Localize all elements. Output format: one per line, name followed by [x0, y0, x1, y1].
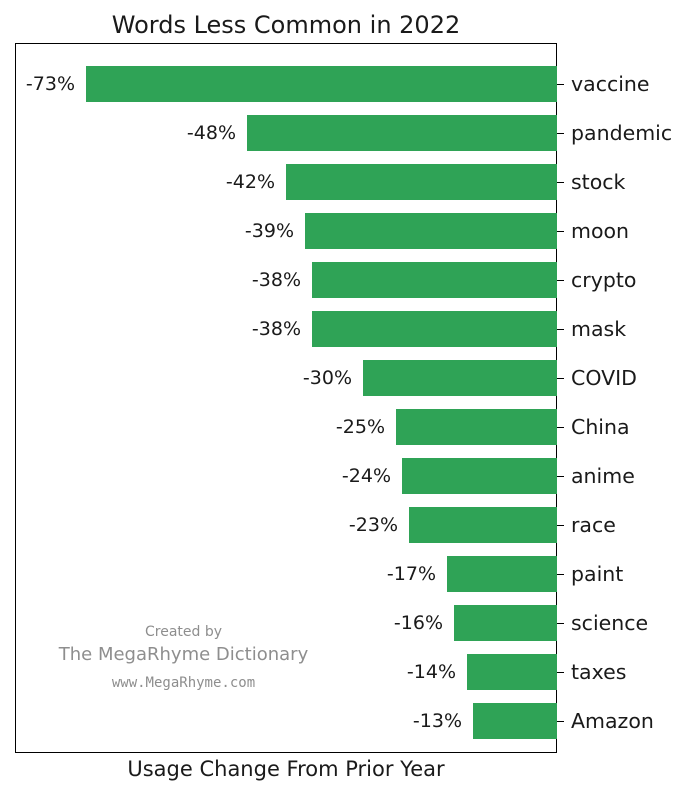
watermark-brand: The MegaRhyme Dictionary	[58, 644, 309, 665]
bar	[86, 65, 557, 102]
category-label: Amazon	[571, 708, 654, 733]
bar	[312, 310, 557, 347]
bar	[473, 702, 557, 739]
value-label: -25%	[335, 415, 385, 438]
value-label: -38%	[251, 268, 301, 291]
tick-mark	[557, 622, 564, 624]
bar-rows-container: -73% vaccine -48% pandemic -42% stock -39% moon…	[15, 59, 700, 745]
value-label: -17%	[386, 562, 436, 585]
category-label: vaccine	[571, 71, 650, 96]
category-label: moon	[571, 218, 630, 243]
category-label: race	[571, 512, 616, 537]
bar	[396, 408, 557, 445]
bar-row: -24% anime	[15, 451, 700, 500]
value-label: -73%	[25, 72, 75, 95]
bar-row: -23% race	[15, 500, 700, 549]
bar	[409, 506, 557, 543]
tick-mark	[557, 671, 564, 673]
tick-mark	[557, 377, 564, 379]
watermark-created-by: Created by	[144, 624, 223, 640]
bar-row: -30% COVID	[15, 353, 700, 402]
value-label: -30%	[302, 366, 352, 389]
category-label: crypto	[571, 267, 637, 292]
value-label: -24%	[341, 464, 391, 487]
bar-row: -39% moon	[15, 206, 700, 255]
bar-row: -38% mask	[15, 304, 700, 353]
chart-title: Words Less Common in 2022	[111, 11, 461, 39]
bar-row: -14% taxes	[15, 647, 700, 696]
tick-mark	[557, 132, 564, 134]
value-label: -16%	[393, 611, 443, 634]
bar	[447, 555, 557, 592]
category-label: anime	[571, 463, 635, 488]
category-label: China	[571, 414, 630, 439]
bar	[286, 163, 557, 200]
category-label: science	[571, 610, 649, 635]
bar	[467, 653, 557, 690]
bar-row: -38% crypto	[15, 255, 700, 304]
category-label: pandemic	[571, 120, 673, 145]
watermark: Created by The MegaRhyme Dictionary www.…	[15, 623, 352, 697]
bar-row: -48% pandemic	[15, 108, 700, 157]
value-label: -38%	[251, 317, 301, 340]
tick-mark	[557, 230, 564, 232]
bar-row: -73% vaccine	[15, 59, 700, 108]
tick-mark	[557, 720, 564, 722]
bar	[363, 359, 557, 396]
bar	[305, 212, 557, 249]
bar-row: -17% paint	[15, 549, 700, 598]
value-label: -23%	[348, 513, 398, 536]
bar	[312, 261, 557, 298]
category-label: mask	[571, 316, 627, 341]
value-label: -14%	[406, 660, 456, 683]
bar-row: -25% China	[15, 402, 700, 451]
tick-mark	[557, 426, 564, 428]
value-label: -42%	[225, 170, 275, 193]
bar-row: -13% Amazon	[15, 696, 700, 745]
value-label: -48%	[186, 121, 236, 144]
tick-mark	[557, 328, 564, 330]
bar	[454, 604, 557, 641]
category-label: stock	[571, 169, 626, 194]
watermark-url: www.MegaRhyme.com	[111, 675, 256, 691]
bar	[247, 114, 557, 151]
tick-mark	[557, 181, 564, 183]
tick-mark	[557, 83, 564, 85]
category-label: COVID	[571, 365, 637, 390]
bar-row: -42% stock	[15, 157, 700, 206]
x-axis-label: Usage Change From Prior Year	[127, 757, 445, 781]
tick-mark	[557, 475, 564, 477]
value-label: -39%	[244, 219, 294, 242]
category-label: paint	[571, 561, 624, 586]
value-label: -13%	[412, 709, 462, 732]
tick-mark	[557, 279, 564, 281]
category-label: taxes	[571, 659, 627, 684]
tick-mark	[557, 524, 564, 526]
bar	[402, 457, 557, 494]
tick-mark	[557, 573, 564, 575]
bar-row: -16% science	[15, 598, 700, 647]
